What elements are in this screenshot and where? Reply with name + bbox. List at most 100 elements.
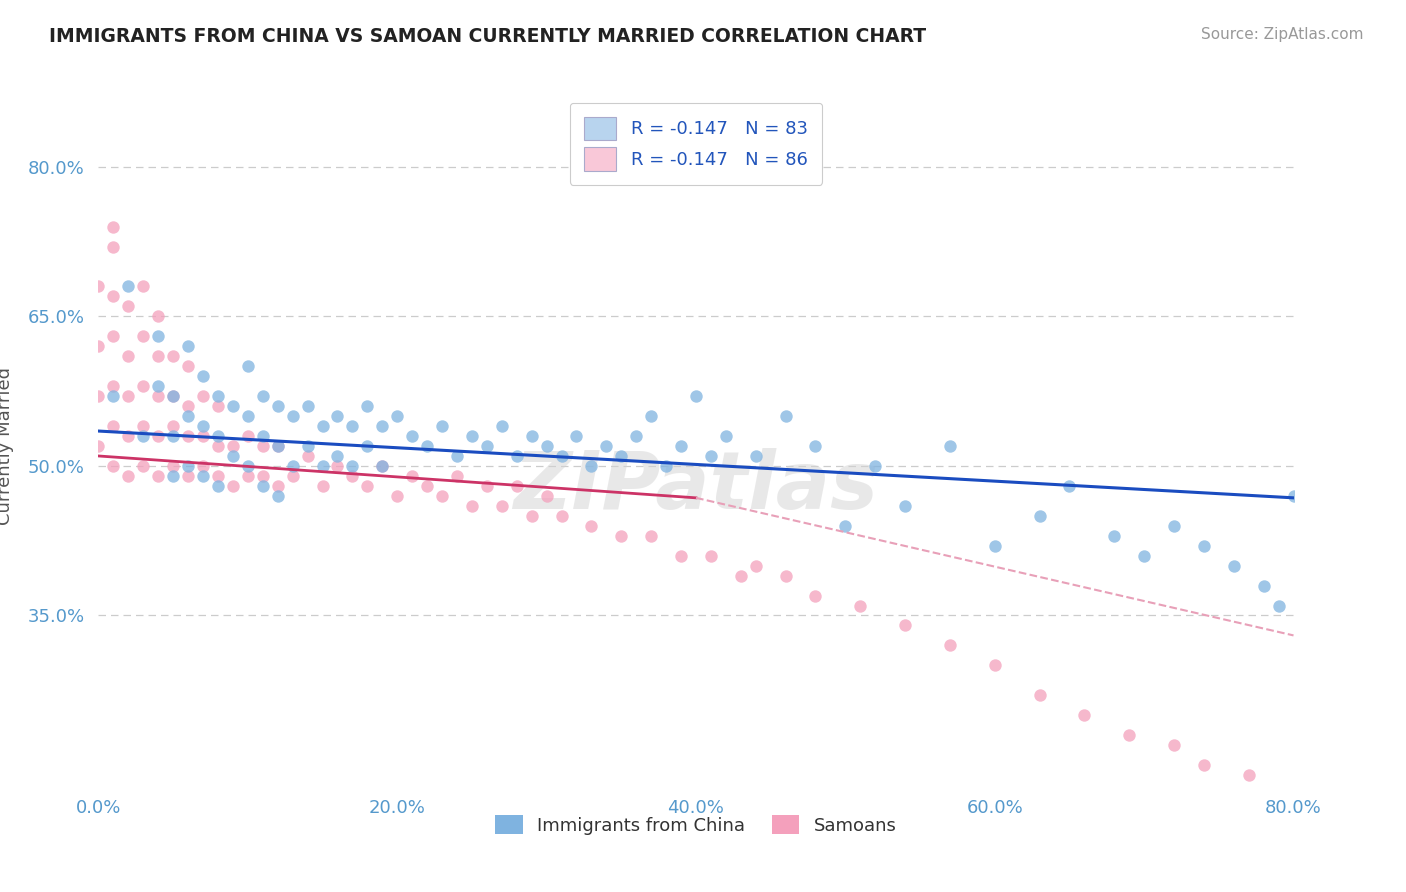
Point	[87, 389, 110, 403]
Point	[191, 429, 214, 443]
Point	[714, 429, 737, 443]
Point	[103, 239, 125, 253]
Point	[326, 449, 349, 463]
Point	[207, 469, 229, 483]
Point	[669, 549, 692, 563]
Point	[326, 458, 349, 473]
Point	[87, 339, 110, 353]
Text: ZIPatlas: ZIPatlas	[513, 448, 879, 525]
Point	[700, 449, 723, 463]
Point	[984, 658, 1007, 673]
Point	[461, 429, 484, 443]
Point	[87, 279, 110, 293]
Point	[385, 409, 409, 423]
Point	[236, 458, 259, 473]
Point	[162, 389, 184, 403]
Point	[191, 469, 214, 483]
Point	[117, 469, 139, 483]
Point	[491, 499, 513, 513]
Point	[148, 379, 170, 393]
Point	[132, 279, 155, 293]
Point	[804, 439, 827, 453]
Point	[1237, 768, 1260, 782]
Point	[984, 539, 1007, 553]
Point	[103, 389, 125, 403]
Point	[700, 549, 723, 563]
Point	[1192, 539, 1215, 553]
Point	[177, 339, 200, 353]
Point	[191, 419, 214, 434]
Point	[550, 508, 572, 523]
Point	[1223, 558, 1246, 573]
Point	[475, 479, 498, 493]
Point	[520, 429, 543, 443]
Point	[222, 449, 245, 463]
Point	[475, 439, 498, 453]
Point	[865, 458, 887, 473]
Point	[311, 479, 333, 493]
Point	[1073, 708, 1095, 723]
Y-axis label: Currently Married: Currently Married	[0, 367, 14, 525]
Point	[1059, 479, 1081, 493]
Point	[222, 479, 245, 493]
Point	[252, 479, 274, 493]
Point	[117, 389, 139, 403]
Point	[745, 558, 768, 573]
Point	[148, 389, 170, 403]
Point	[162, 419, 184, 434]
Point	[148, 329, 170, 343]
Point	[177, 409, 200, 423]
Point	[655, 458, 678, 473]
Point	[207, 439, 229, 453]
Point	[461, 499, 484, 513]
Point	[894, 499, 917, 513]
Point	[132, 379, 155, 393]
Point	[626, 429, 648, 443]
Point	[311, 458, 333, 473]
Point	[520, 508, 543, 523]
Point	[191, 369, 214, 384]
Point	[177, 399, 200, 413]
Point	[297, 449, 319, 463]
Point	[311, 419, 333, 434]
Point	[371, 458, 394, 473]
Point	[103, 329, 125, 343]
Point	[371, 419, 394, 434]
Point	[148, 469, 170, 483]
Point	[401, 469, 423, 483]
Point	[117, 429, 139, 443]
Point	[117, 300, 139, 314]
Point	[191, 389, 214, 403]
Point	[103, 219, 125, 234]
Point	[894, 618, 917, 632]
Point	[132, 419, 155, 434]
Point	[430, 489, 453, 503]
Point	[416, 439, 439, 453]
Point	[640, 409, 662, 423]
Point	[536, 489, 558, 503]
Point	[207, 389, 229, 403]
Point	[581, 518, 603, 533]
Point	[416, 479, 439, 493]
Point	[1104, 529, 1126, 543]
Point	[177, 469, 200, 483]
Point	[252, 389, 274, 403]
Point	[356, 399, 378, 413]
Point	[297, 399, 319, 413]
Point	[939, 439, 962, 453]
Point	[162, 469, 184, 483]
Point	[669, 439, 692, 453]
Point	[117, 349, 139, 363]
Point	[117, 279, 139, 293]
Point	[1192, 758, 1215, 772]
Point	[775, 409, 797, 423]
Point	[342, 458, 364, 473]
Point	[252, 429, 274, 443]
Point	[281, 458, 304, 473]
Point	[446, 449, 468, 463]
Point	[775, 568, 797, 582]
Point	[342, 469, 364, 483]
Point	[745, 449, 768, 463]
Point	[834, 518, 856, 533]
Point	[132, 458, 155, 473]
